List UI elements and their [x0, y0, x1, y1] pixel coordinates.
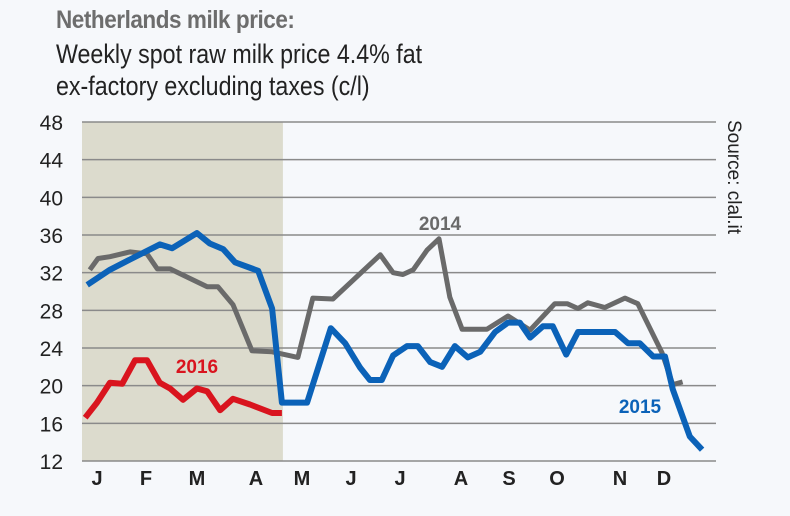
x-tick-label: J [394, 468, 405, 490]
y-tick-label: 12 [40, 451, 63, 474]
y-tick-label: 44 [40, 150, 64, 173]
subtitle-line-1: Weekly spot raw milk price 4.4% fat [56, 39, 423, 69]
y-tick-label: 16 [40, 413, 63, 436]
x-tick-label: A [454, 468, 468, 490]
x-tick-label: N [613, 468, 627, 490]
series-line-2016 [82, 357, 282, 420]
x-tick-label: M [294, 468, 311, 490]
y-tick-label: 28 [40, 300, 63, 323]
y-tick-label: 32 [40, 263, 63, 286]
subtitle-line-2: ex-factory excluding taxes (c/l) [56, 71, 370, 101]
series-label-2016: 2016 [176, 357, 218, 378]
x-tick-label: S [502, 468, 515, 490]
shaded-region [82, 122, 283, 461]
x-tick-label: O [549, 468, 565, 490]
y-tick-label: 20 [40, 376, 63, 399]
series-line-2014 [87, 236, 684, 388]
chart-title: Netherlands milk price: [56, 6, 295, 34]
series-label-2014: 2014 [419, 214, 462, 235]
x-tick-label: D [657, 468, 671, 490]
y-tick-label: 24 [40, 338, 64, 361]
x-tick-label: F [140, 468, 152, 490]
series-label-2015: 2015 [619, 397, 662, 418]
x-tick-label: J [345, 468, 356, 490]
y-tick-label: 40 [40, 187, 63, 210]
y-tick-label: 36 [40, 225, 63, 248]
series-line-2015 [85, 230, 705, 452]
x-tick-label: M [189, 468, 206, 490]
x-tick-label: A [249, 468, 263, 490]
x-tick-label: J [91, 468, 102, 490]
y-tick-label: 48 [40, 112, 63, 135]
chart-subtitle: Weekly spot raw milk price 4.4% fat ex-f… [56, 38, 422, 102]
